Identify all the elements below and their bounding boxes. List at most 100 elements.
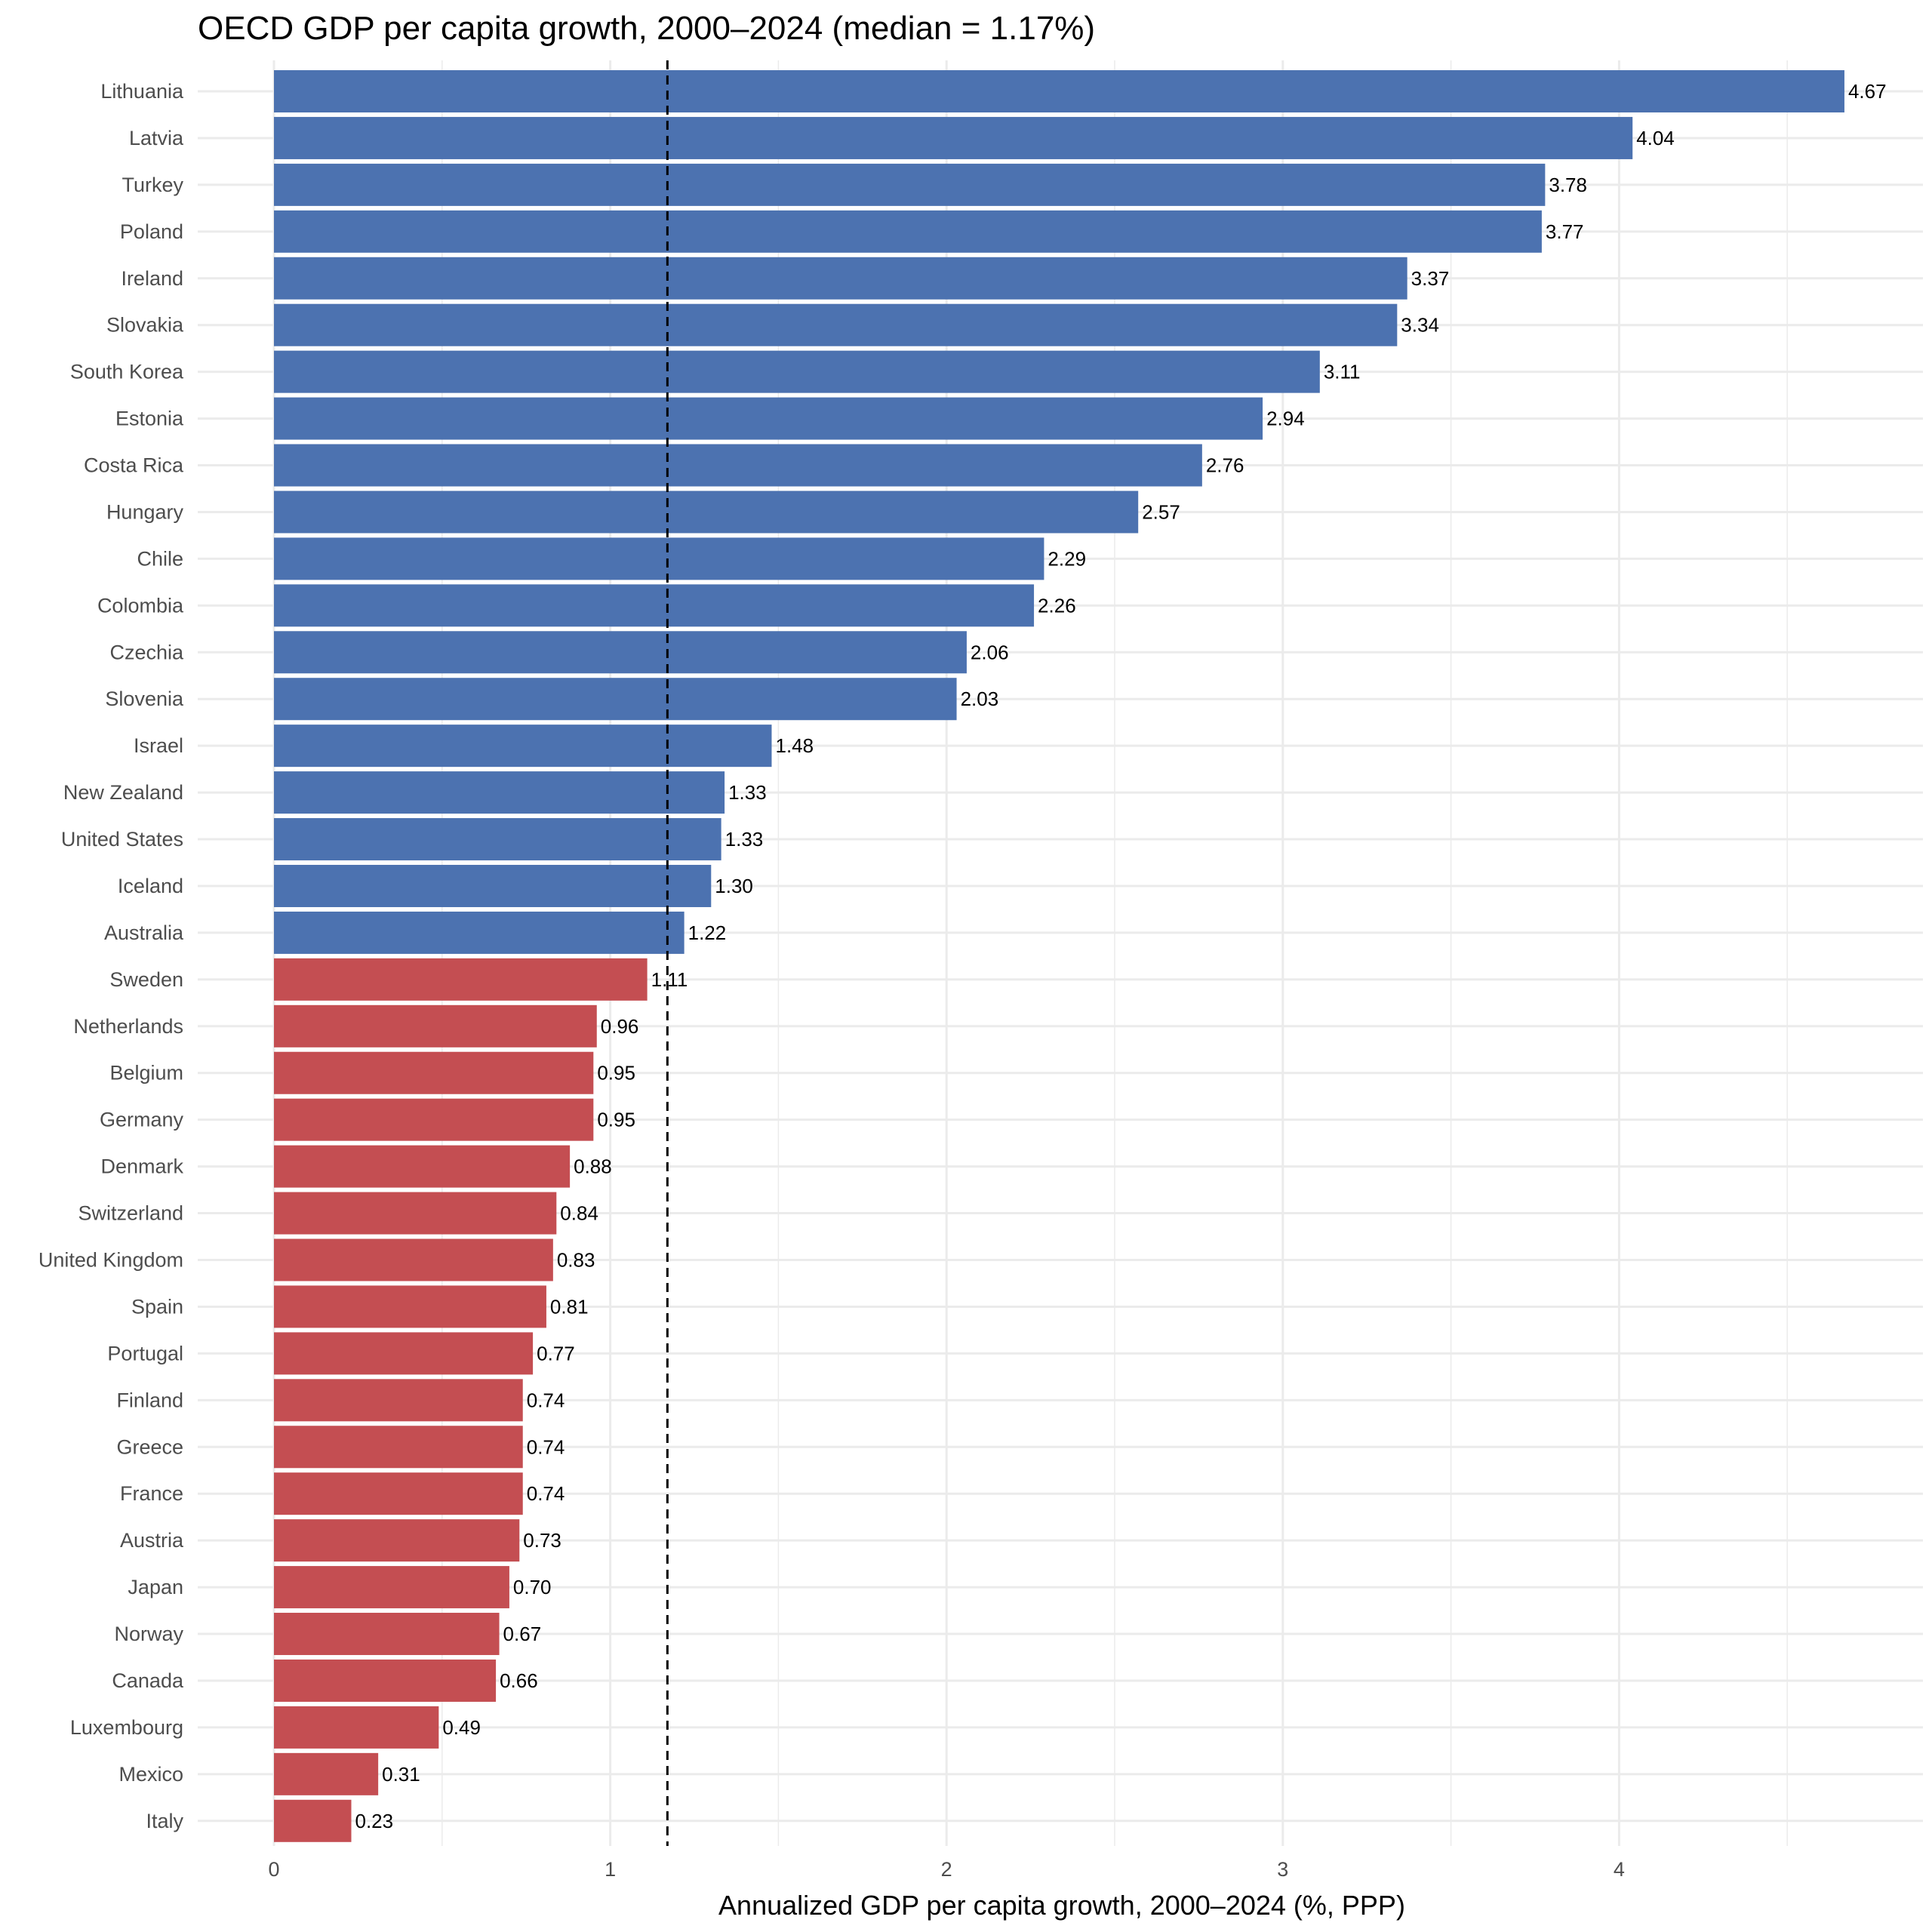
bar [274,1706,439,1749]
bar-value-label: 0.73 [523,1529,561,1552]
y-tick-label: South Korea [70,361,184,383]
bar [274,1752,379,1795]
bar [274,210,1542,253]
y-tick-label: Hungary [106,500,184,523]
bar-value-label: 2.26 [1038,594,1076,617]
y-tick-label: Czechia [109,641,184,663]
bar-value-label: 0.81 [550,1295,589,1318]
bar-value-label: 4.67 [1848,80,1887,103]
y-tick-label: Iceland [118,875,183,897]
bar [274,724,772,768]
bar [274,257,1407,300]
bar-value-label: 2.76 [1206,454,1244,477]
bar-value-label: 3.11 [1324,361,1361,383]
y-tick-label: Turkey [122,174,183,196]
y-tick-label: France [120,1482,183,1505]
bar [274,1379,523,1422]
y-tick-label: Colombia [97,594,184,617]
bar-value-label: 0.31 [382,1763,420,1786]
bar [274,1004,597,1048]
bar [274,1659,497,1702]
x-tick-label: 1 [605,1858,616,1881]
bar [274,1145,571,1188]
bar [274,1051,594,1094]
bar-value-label: 0.95 [597,1062,635,1084]
bar [274,1799,352,1842]
bar [274,958,648,1001]
bar [274,397,1263,440]
bar-value-label: 0.66 [500,1669,538,1692]
y-tick-label: Norway [114,1623,183,1645]
bar [274,163,1546,206]
bar [274,491,1139,534]
bar-value-label: 1.48 [775,734,814,757]
bar-value-label: 2.57 [1142,500,1180,523]
y-tick-label: Israel [134,734,183,757]
bar [274,116,1633,159]
bar [274,771,725,814]
y-tick-label: Estonia [115,408,184,430]
bar [274,631,967,674]
y-tick-label: Italy [146,1810,183,1832]
bar [274,1426,523,1469]
x-tick-label: 3 [1277,1858,1288,1881]
bar-value-label: 0.74 [527,1435,565,1458]
bar-value-label: 0.77 [537,1342,575,1364]
y-tick-label: Japan [128,1576,183,1598]
bar [274,1519,520,1562]
y-tick-label: Austria [120,1529,184,1552]
x-axis-title: Annualized GDP per capita growth, 2000–2… [718,1890,1405,1921]
y-tick-label: Portugal [107,1342,183,1364]
y-tick-label: Costa Rica [84,454,184,477]
bar-value-label: 3.77 [1546,220,1584,243]
bar [274,818,721,861]
y-tick-label: Denmark [100,1155,183,1178]
y-tick-label: Netherlands [73,1015,183,1038]
y-tick-label: Latvia [129,127,184,149]
y-tick-label: Australia [104,921,184,944]
bar [274,1285,546,1328]
bar-value-label: 3.78 [1549,174,1587,196]
y-tick-label: Greece [116,1435,183,1458]
bar-value-label: 1.11 [651,968,688,991]
y-tick-label: Ireland [121,267,183,290]
x-axis-tick-labels: 0 1 2 3 4 [268,1858,1624,1881]
bar-value-label: 0.95 [597,1109,635,1131]
bar [274,1192,557,1235]
bars [274,70,1844,1842]
bar-value-label: 0.23 [355,1810,393,1832]
y-tick-label: New Zealand [63,781,183,804]
y-tick-label: Germany [100,1109,184,1131]
bar [274,1332,534,1375]
bar-value-label: 0.67 [503,1623,542,1645]
bar [274,70,1844,112]
chart-title: OECD GDP per capita growth, 2000–2024 (m… [198,10,1095,47]
bar [274,678,957,721]
y-tick-label: Poland [120,220,183,243]
y-tick-label: Spain [131,1295,183,1318]
bar-value-label: 3.37 [1411,267,1450,290]
y-tick-label: United States [61,828,183,851]
y-tick-label: Canada [112,1669,184,1692]
y-tick-label: United Kingdom [38,1249,183,1272]
bar [274,1613,500,1656]
bar [274,911,685,954]
bar [274,584,1035,627]
bar [274,537,1044,580]
bar-value-label: 0.70 [513,1576,552,1598]
bar-value-label: 0.74 [527,1482,565,1505]
bar [274,1098,594,1141]
y-tick-label: Mexico [118,1763,183,1786]
bar [274,864,712,907]
y-tick-label: Belgium [109,1062,183,1084]
x-tick-label: 2 [941,1858,952,1881]
y-tick-label: Chile [137,547,183,570]
bar-value-label: 2.03 [961,688,999,710]
bar-value-label: 1.33 [725,828,764,851]
bar-value-label: 2.29 [1048,547,1086,570]
bar-value-label: 0.49 [442,1716,481,1739]
bar-value-label: 0.96 [601,1015,639,1038]
bar-value-label: 2.06 [971,641,1009,663]
y-tick-label: Sweden [109,968,183,991]
